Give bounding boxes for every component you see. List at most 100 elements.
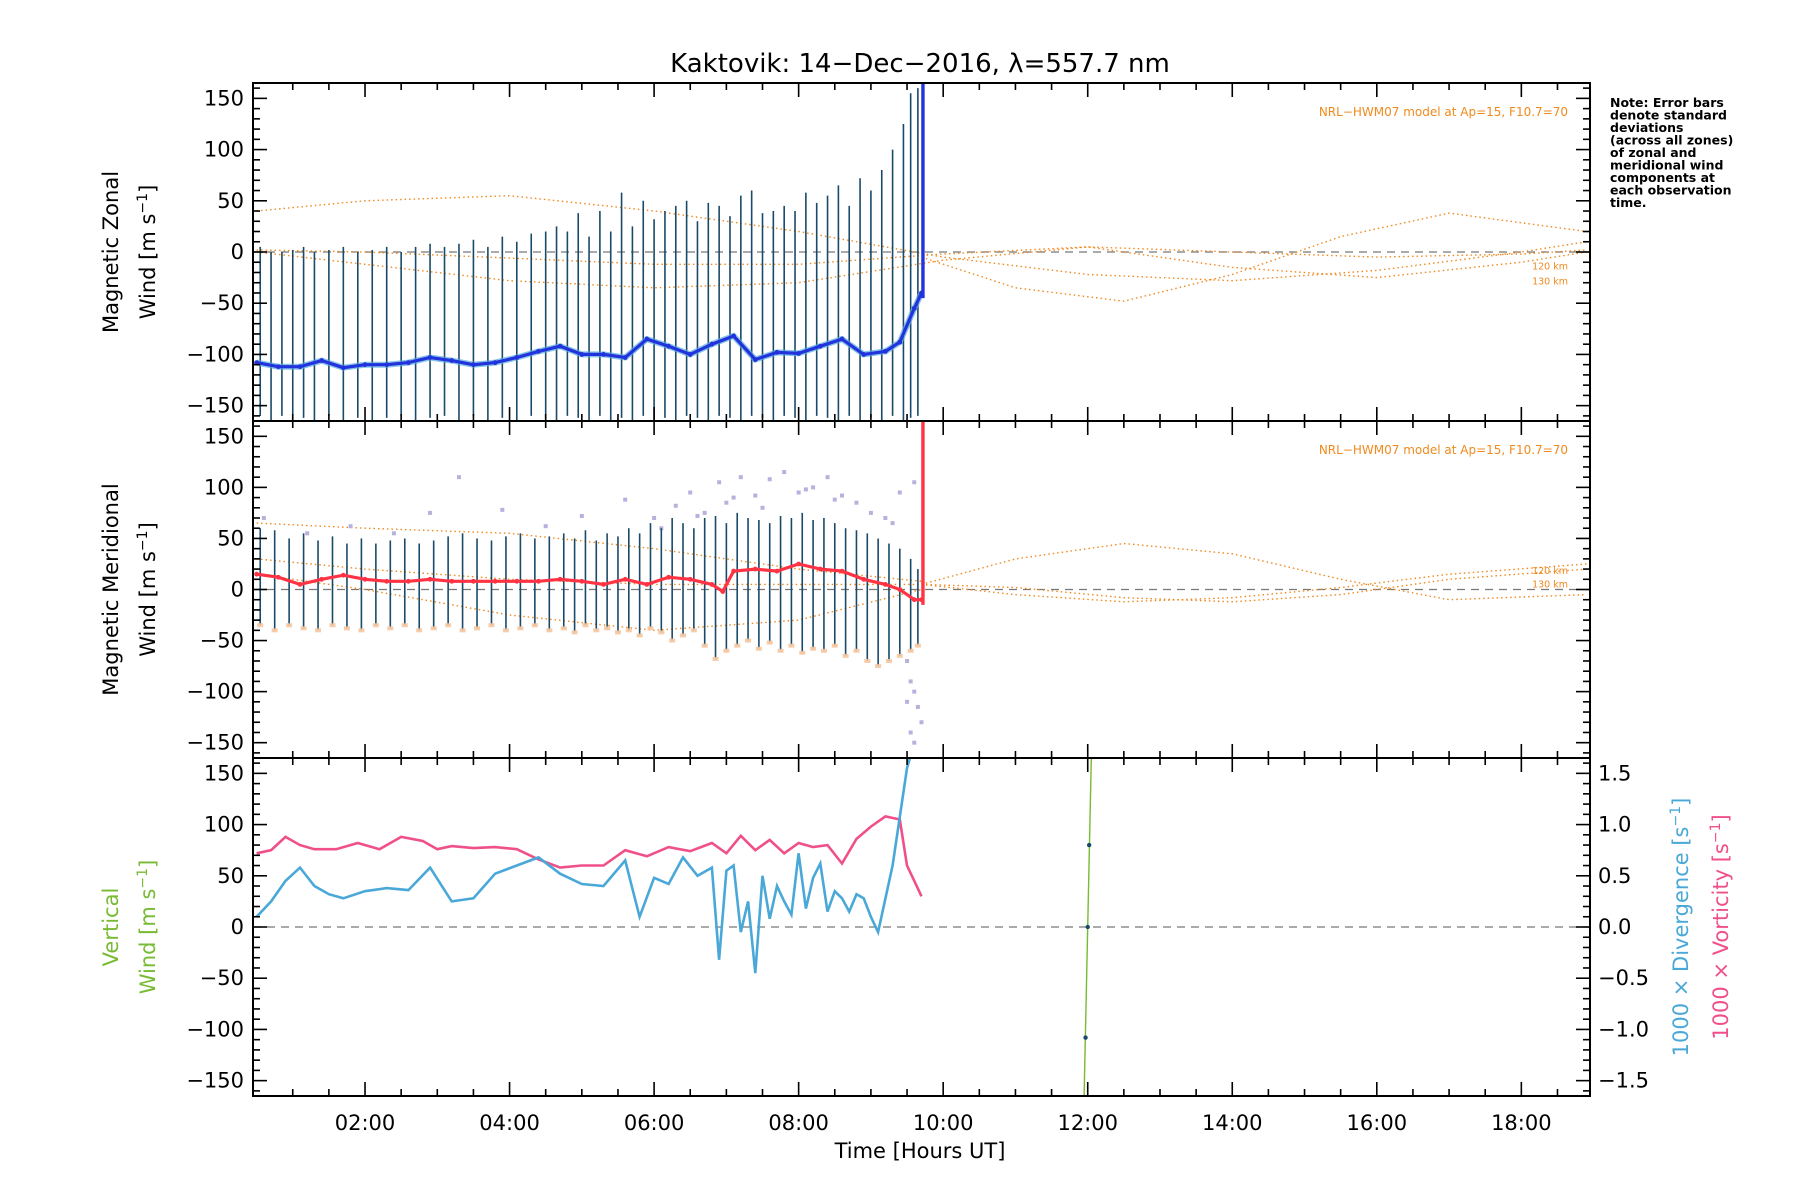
- model-label: NRL−HWM07 model at Ap=15, F10.7=70: [1319, 443, 1568, 457]
- altitude-label: 120 km: [1532, 566, 1568, 577]
- scatter-point: [305, 531, 310, 536]
- series-point: [774, 349, 780, 355]
- y-tick-label: −50: [200, 291, 244, 315]
- model-curve: [256, 522, 922, 582]
- chart-title: Kaktovik: 14−Dec−2016, λ=557.7 nm: [670, 49, 1170, 79]
- y-tick-label: 100: [204, 813, 244, 837]
- y2-tick-label: −0.5: [1598, 966, 1649, 990]
- y-tick-label: −50: [200, 966, 244, 990]
- y2-tick-label: −1.5: [1598, 1069, 1649, 1093]
- error-bar-cap: [315, 628, 322, 633]
- note-line: Note: Error bars: [1610, 95, 1724, 110]
- error-bar-cap: [300, 626, 307, 631]
- error-bar-cap: [755, 646, 762, 651]
- panel-plot-area: [253, 758, 1590, 1096]
- scatter-point: [717, 480, 722, 485]
- error-bar-cap: [387, 626, 394, 631]
- x-axis-title: Time [Hours UT]: [834, 1139, 1006, 1163]
- series-point: [601, 352, 606, 357]
- error-bar-cap: [701, 643, 708, 648]
- y2-tick-label: 0.5: [1598, 864, 1631, 888]
- series-point: [427, 355, 433, 360]
- error-bar-cap: [531, 623, 538, 628]
- y2-tick-label: −1.0: [1598, 1017, 1649, 1041]
- scatter-point: [391, 531, 396, 536]
- series-point: [275, 574, 281, 580]
- scatter-point: [912, 480, 917, 485]
- series-point: [405, 360, 411, 366]
- scatter-point: [500, 507, 505, 512]
- series-point: [362, 576, 368, 582]
- series-point: [449, 358, 455, 363]
- y-axis-title-line2: Wind [m s−1]: [135, 860, 160, 995]
- series-point: [861, 576, 867, 582]
- error-bar-cap: [777, 648, 784, 653]
- scatter-point: [695, 513, 700, 518]
- scatter-point: [912, 689, 917, 694]
- series-point: [405, 578, 411, 584]
- series-point: [340, 572, 346, 578]
- series-point: [817, 343, 823, 349]
- series-point: [471, 362, 476, 368]
- series-point: [622, 576, 628, 582]
- y2-tick-label: 0.0: [1598, 915, 1631, 939]
- series-point: [839, 568, 845, 574]
- y-tick-label: −150: [186, 394, 244, 418]
- divergence-axis-title: 1000 × Divergence [s−1]: [1668, 798, 1693, 1057]
- error-bar-cap: [488, 623, 495, 628]
- error-bar-cap: [820, 648, 827, 653]
- error-bar-cap: [459, 628, 466, 633]
- error-bar-cap: [712, 656, 719, 661]
- y2-tick-label: 1.5: [1598, 761, 1631, 785]
- scatter-point: [883, 516, 888, 521]
- y-tick-label: 0: [231, 915, 244, 939]
- series-point: [731, 568, 736, 574]
- series-point: [536, 578, 541, 584]
- x-tick-label: 02:00: [335, 1111, 396, 1135]
- series-point: [514, 355, 520, 360]
- y2-tick-label: 1.0: [1598, 813, 1631, 837]
- note-line: denote standard: [1610, 108, 1727, 123]
- model-curve: [921, 568, 1587, 603]
- altitude-label: 120 km: [1532, 261, 1568, 272]
- y-axis-title-line2: Wind [m s−1]: [135, 522, 160, 657]
- scatter-point: [652, 516, 657, 521]
- panel-plot-area: [253, 83, 1590, 421]
- error-bar-cap: [799, 650, 806, 655]
- series-point: [911, 305, 917, 311]
- scatter-point: [897, 490, 902, 495]
- scatter-point: [688, 490, 693, 495]
- x-tick-label: 10:00: [913, 1111, 974, 1135]
- y-tick-label: −100: [186, 342, 244, 366]
- note-line: meridional wind: [1610, 158, 1723, 173]
- series-point: [319, 358, 325, 363]
- error-bar-cap: [885, 658, 892, 663]
- series-point: [666, 343, 671, 349]
- scatter-point: [261, 516, 266, 521]
- scatter-point: [796, 490, 801, 495]
- series-point: [536, 348, 541, 354]
- series-point: [709, 581, 715, 587]
- scatter-point: [738, 475, 743, 480]
- error-bar-cap: [560, 626, 567, 631]
- x-tick-label: 12:00: [1057, 1111, 1118, 1135]
- series-point: [622, 355, 628, 360]
- series-point: [297, 364, 303, 370]
- error-bar-cap: [593, 628, 600, 633]
- error-bar-cap: [896, 653, 903, 658]
- divergence-line: [255, 758, 912, 974]
- y-tick-label: −100: [186, 1017, 244, 1041]
- y-axis-title-line1: Magnetic Meridional: [99, 483, 123, 695]
- y-tick-label: 0: [231, 578, 244, 602]
- y-tick-label: −50: [200, 629, 244, 653]
- scatter-point: [868, 510, 873, 515]
- error-bar-cap: [401, 623, 408, 628]
- series-point: [817, 566, 823, 572]
- series-point: [275, 364, 281, 370]
- series-point: [471, 578, 476, 584]
- scatter-point: [731, 495, 736, 500]
- y-axis-title-line1: Magnetic Zonal: [99, 171, 123, 333]
- x-tick-label: 04:00: [479, 1111, 540, 1135]
- error-bar-cap: [658, 630, 665, 635]
